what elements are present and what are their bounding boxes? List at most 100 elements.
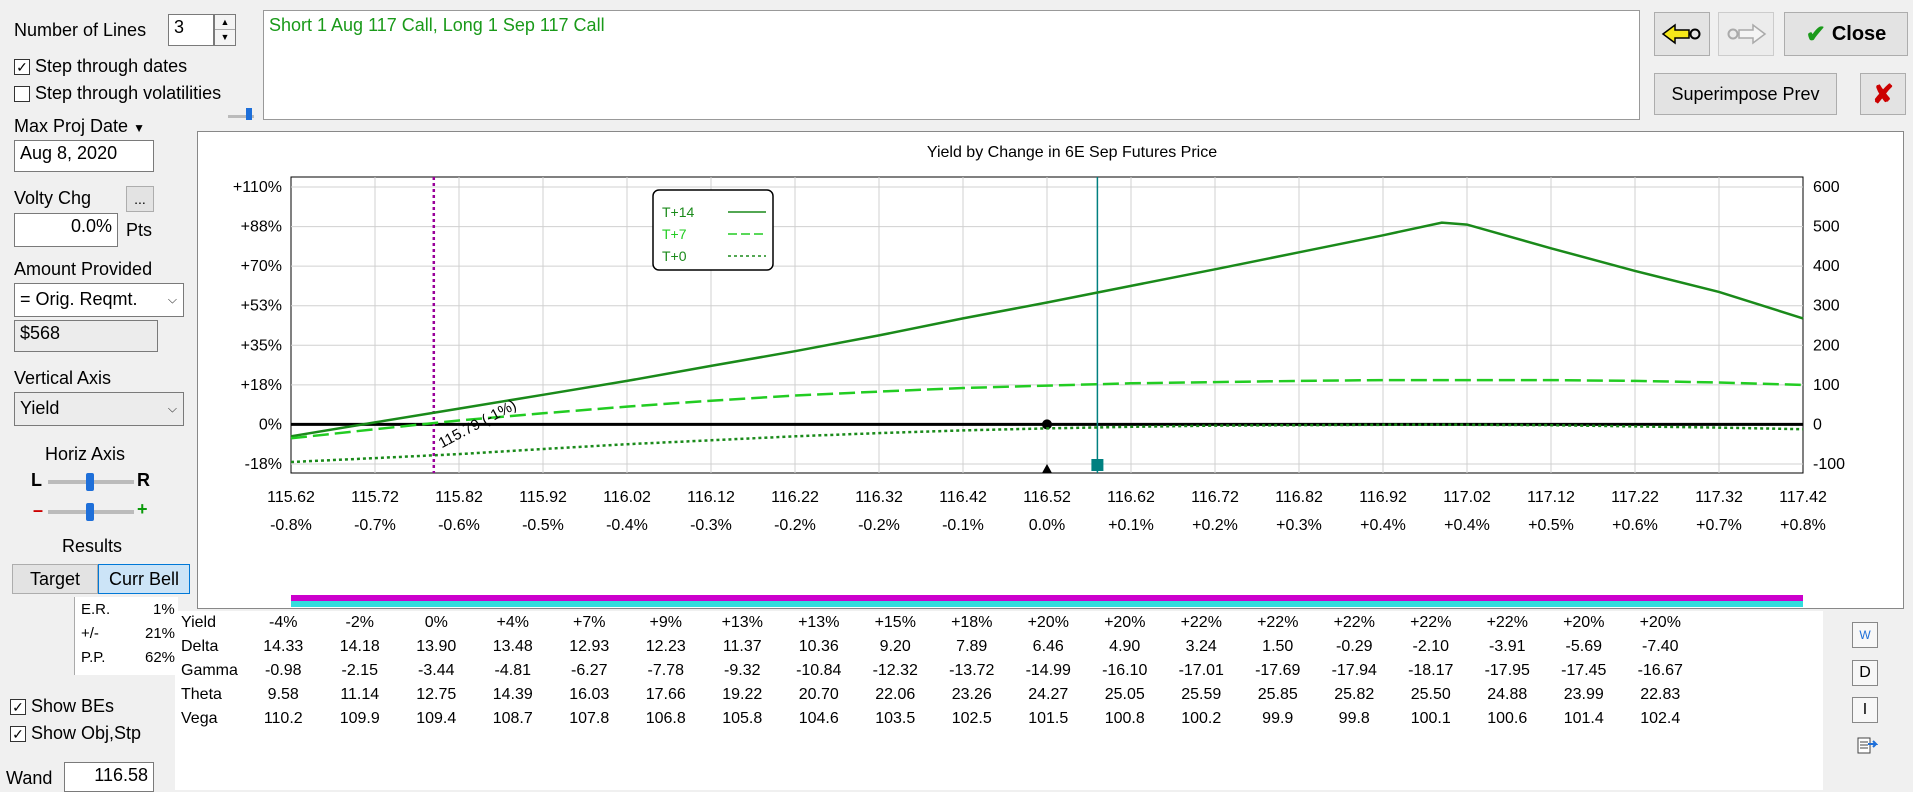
greeks-cell: 101.4 <box>1563 710 1604 727</box>
show-bes-label: Show BEs <box>31 696 115 716</box>
checkbox-unchecked-icon <box>14 85 30 102</box>
i-icon[interactable]: I <box>1852 697 1878 723</box>
greeks-cell: -10.84 <box>796 662 842 679</box>
greeks-cell: 6.46 <box>1032 638 1064 655</box>
greeks-cell: 110.2 <box>263 710 303 727</box>
greeks-cell: 107.8 <box>569 710 610 727</box>
x-tick-label: 115.92 <box>519 489 567 506</box>
greeks-cell: 106.8 <box>645 710 686 727</box>
arrow-right-icon <box>1727 23 1767 45</box>
greeks-cell: 14.18 <box>339 638 380 655</box>
x-tick-label: 116.72 <box>1191 489 1239 506</box>
step-vols-checkbox[interactable]: Step through volatilities <box>14 83 221 104</box>
x-tick-label: 117.42 <box>1779 489 1827 506</box>
x-tick-label: 117.12 <box>1527 489 1575 506</box>
greeks-cell: 25.05 <box>1104 686 1145 703</box>
x-pct-label: +0.1% <box>1108 517 1154 534</box>
greeks-cell: -3.44 <box>418 662 455 679</box>
y-left-label: +88% <box>241 219 282 236</box>
show-bes-checkbox[interactable]: ✓ Show BEs <box>10 696 114 717</box>
volty-options-button[interactable]: ... <box>126 186 154 212</box>
haxis-r-label: R <box>137 470 150 490</box>
center-dot <box>1042 419 1052 430</box>
greeks-cell: +20% <box>1104 614 1146 631</box>
yield-chart[interactable]: Yield by Change in 6E Sep Futures Price … <box>198 132 1903 608</box>
greeks-cell: 23.99 <box>1563 686 1604 703</box>
greeks-cell: +22% <box>1333 614 1375 631</box>
greeks-cell: 20.70 <box>798 686 839 703</box>
x-pct-label: +0.3% <box>1276 517 1322 534</box>
forward-arrow-button <box>1718 12 1774 56</box>
y-left-label: 0% <box>259 416 282 433</box>
greeks-cell: 13.48 <box>492 638 533 655</box>
x-tick-label: 116.42 <box>939 489 987 506</box>
greeks-cell: 23.26 <box>951 686 992 703</box>
pm-value: 21% <box>145 625 176 642</box>
pp-value: 62% <box>145 649 176 666</box>
export-icon[interactable] <box>1856 734 1879 756</box>
wand-input[interactable]: 116.58 <box>64 762 154 792</box>
haxis-zoom-slider[interactable] <box>48 502 134 522</box>
back-arrow-button[interactable] <box>1654 12 1710 56</box>
greeks-cell: 9.20 <box>879 638 911 655</box>
wand-value: 116.58 <box>94 765 148 785</box>
x-pct-label: +0.7% <box>1696 517 1742 534</box>
greeks-row-theta: Theta 9.58 11.14 12.75 14.39 16.03 17.66 19.22 2… <box>175 683 1699 707</box>
x-pct-label: -0.2% <box>858 517 900 534</box>
w-icon[interactable]: W <box>1852 622 1878 648</box>
vaxis-select[interactable]: Yield ⌵ <box>14 392 184 426</box>
greeks-cell: 12.75 <box>416 686 457 703</box>
max-proj-input[interactable]: Aug 8, 2020 <box>14 140 154 172</box>
greeks-cell: -7.78 <box>647 662 684 679</box>
x-tick-label: 117.32 <box>1695 489 1743 506</box>
x-pct-label: +0.8% <box>1780 517 1826 534</box>
num-lines-spinner[interactable]: ▲ ▼ <box>214 14 236 46</box>
spin-down-icon[interactable]: ▼ <box>220 32 230 42</box>
chart-panel[interactable]: Yield by Change in 6E Sep Futures Price … <box>197 131 1904 609</box>
volty-label: Volty Chg <box>14 188 92 208</box>
max-proj-label[interactable]: Max Proj Date ▼ <box>14 116 145 136</box>
x-pct-label: +0.6% <box>1612 517 1658 534</box>
greeks-cell: -4.81 <box>494 662 531 679</box>
x-pct-label: -0.8% <box>270 517 312 534</box>
chart-title: Yield by Change in 6E Sep Futures Price <box>927 144 1217 161</box>
haxis-lr-slider[interactable] <box>48 472 134 492</box>
description-box[interactable]: Short 1 Aug 117 Call, Long 1 Sep 117 Cal… <box>263 10 1640 120</box>
red-x-icon: ✘ <box>1872 78 1894 109</box>
x-pct-label: -0.7% <box>354 517 396 534</box>
amount-select[interactable]: = Orig. Reqmt. ⌵ <box>14 283 184 317</box>
y-left-label: +70% <box>241 258 282 275</box>
superimpose-prev-button[interactable]: Superimpose Prev <box>1654 73 1837 115</box>
volty-input[interactable]: 0.0% <box>14 213 118 247</box>
num-lines-label: Number of Lines <box>14 20 147 40</box>
greeks-cell: 10.36 <box>798 638 839 655</box>
greeks-cell: 11.37 <box>722 638 762 655</box>
greeks-cell: 99.8 <box>1338 710 1370 727</box>
legend-label: T+0 <box>662 248 687 264</box>
checkbox-checked-icon: ✓ <box>10 698 26 715</box>
series-line-t14 <box>290 221 1804 438</box>
greeks-cell: 24.88 <box>1487 686 1528 703</box>
d-icon[interactable]: D <box>1852 660 1878 686</box>
greeks-cell: 0% <box>424 614 448 631</box>
spin-up-icon[interactable]: ▲ <box>215 15 235 30</box>
close-button[interactable]: ✔ Close <box>1784 12 1908 56</box>
greeks-table: Yield -4% -2% 0% +4% +7% +9% +13% +13% +15% +18% +2… <box>175 611 1823 790</box>
show-obj-checkbox[interactable]: ✓ Show Obj,Stp <box>10 723 141 744</box>
step-dates-checkbox[interactable]: ✓ Step through dates <box>14 56 187 77</box>
checkmark-icon: ✔ <box>1805 20 1826 48</box>
greeks-cell: 25.85 <box>1257 686 1298 703</box>
tab-curr-bell[interactable]: Curr Bell <box>98 564 190 594</box>
greeks-cell: 105.8 <box>722 710 763 727</box>
delete-button[interactable]: ✘ <box>1860 73 1906 115</box>
greeks-cell: -18.17 <box>1408 662 1454 679</box>
y-left-label: -18% <box>245 456 282 473</box>
tab-target[interactable]: Target <box>12 564 98 594</box>
num-lines-input[interactable]: 3 <box>168 14 214 46</box>
greeks-cell: +22% <box>1410 614 1452 631</box>
greeks-cell: 109.4 <box>416 710 457 727</box>
greeks-cell: -2.15 <box>341 662 378 679</box>
x-tick-label: 117.02 <box>1443 489 1491 506</box>
small-slider[interactable] <box>228 106 254 120</box>
step-vols-label: Step through volatilities <box>35 83 222 103</box>
